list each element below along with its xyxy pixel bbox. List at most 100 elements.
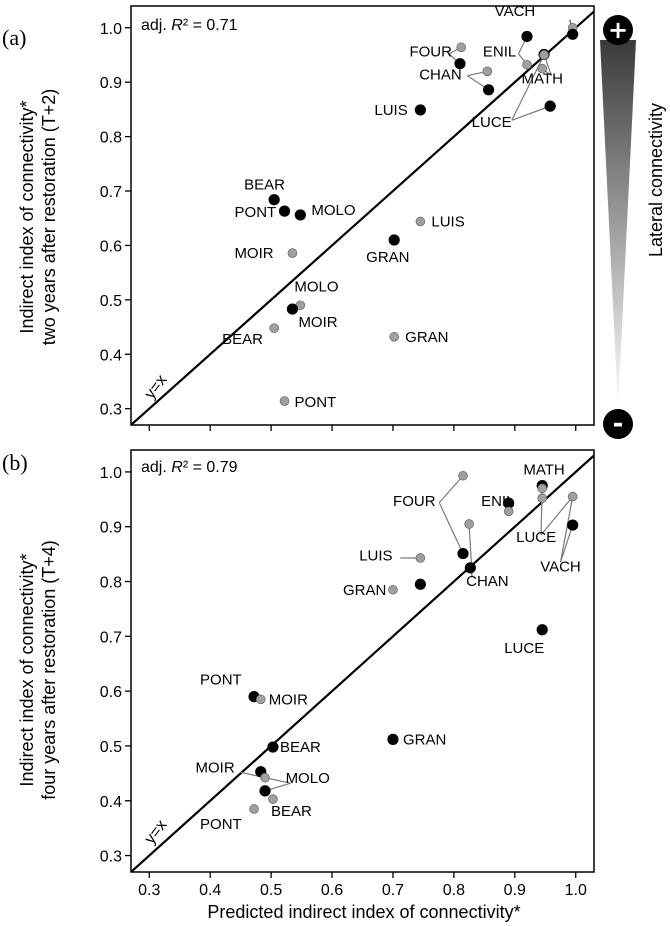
- y-tick-label-a: 0.7: [100, 184, 122, 201]
- point-label-a: BEAR: [222, 331, 263, 348]
- y-tick-label-a: 0.9: [100, 75, 122, 92]
- point-label-b: PONT: [200, 816, 242, 833]
- group-label-b: LUIS: [359, 548, 392, 565]
- y-tick-label-a: 0.6: [100, 238, 122, 255]
- x-tick-label-b: 0.6: [321, 882, 343, 899]
- identity-line-label-b: y=x: [142, 817, 171, 847]
- point-label-b: BEAR: [271, 803, 312, 820]
- data-point-b: [567, 519, 579, 531]
- point-label-a: MOLO: [294, 278, 338, 295]
- point-label-a: MOIR: [298, 314, 337, 331]
- plot-frame-b: [130, 449, 595, 873]
- data-point-a: [539, 50, 549, 60]
- group-label-b: FOUR: [393, 493, 436, 510]
- data-point-a: [268, 194, 280, 206]
- data-point-b: [464, 519, 474, 529]
- data-point-b: [537, 483, 548, 494]
- r2-value-b: ² = 0.79: [183, 459, 238, 476]
- minus-badge-icon: [603, 409, 633, 439]
- point-label-b: MOIR: [269, 691, 308, 708]
- group-label-b: VACH: [540, 559, 581, 576]
- panel-b: (b) Indirect index of connectivity* four…: [2, 449, 595, 899]
- point-label-b: PONT: [200, 672, 242, 689]
- data-point-b: [567, 491, 578, 502]
- point-label-a: PONT: [235, 204, 277, 221]
- r2-symbol-b: R: [171, 459, 183, 476]
- data-point-b: [537, 493, 548, 504]
- point-label-b: GRAN: [343, 582, 386, 599]
- data-point-a: [567, 28, 579, 40]
- group-label-a: FOUR: [409, 44, 452, 61]
- data-point-a: [544, 100, 556, 112]
- identity-line-label-a: y=x: [142, 372, 171, 402]
- data-point-b: [259, 785, 271, 797]
- point-label-a: GRAN: [405, 329, 448, 346]
- data-point-a: [415, 216, 426, 227]
- point-label-a: VACH: [495, 3, 536, 20]
- y-tick-label-b: 0.8: [100, 575, 122, 592]
- panel-a: (a) Indirect index of connectivity* two …: [2, 3, 595, 431]
- y-axis-title-a-line2: two years after restoration (T+2): [39, 89, 59, 346]
- x-tick-label-b: 0.8: [443, 882, 465, 899]
- data-point-a: [454, 58, 466, 70]
- leader-line-b: [559, 524, 574, 563]
- point-label-a: MOLO: [311, 202, 355, 219]
- data-point-a: [279, 396, 290, 406]
- y-tick-label-a: 0.3: [100, 402, 122, 419]
- y-tick-label-a: 0.8: [100, 130, 122, 147]
- x-tick-label-b: 1.0: [565, 882, 587, 899]
- data-point-b: [457, 547, 469, 560]
- y-axis-title-b-line2: four years after restoration (T+4): [39, 540, 59, 800]
- data-point-b: [267, 741, 279, 753]
- y-tick-label-b: 0.4: [100, 794, 122, 811]
- data-point-b: [503, 506, 514, 517]
- x-tick-label-b: 0.5: [260, 882, 282, 899]
- group-label-b: CHAN: [466, 573, 509, 590]
- minus-symbol: -: [613, 409, 624, 439]
- leader-line-b: [438, 502, 464, 554]
- y-tick-label-b: 0.9: [100, 520, 122, 537]
- data-point-a: [388, 234, 400, 246]
- point-label-a: PONT: [295, 394, 337, 411]
- y-tick-label-a: 1.0: [100, 21, 122, 38]
- lateral-gradient-wedge: [600, 40, 636, 408]
- data-point-a: [286, 303, 299, 315]
- lateral-connectivity-scale: + - Lateral connectivity: [600, 15, 666, 439]
- leader-line-a: [511, 105, 551, 121]
- point-label-a: GRAN: [366, 249, 409, 266]
- data-point-a: [269, 323, 279, 333]
- y-axis-title-b-line1: Indirect index of connectivity*: [17, 553, 37, 786]
- plus-badge-icon: [603, 15, 633, 45]
- data-point-a: [537, 63, 548, 74]
- y-tick-label-b: 0.7: [100, 629, 122, 646]
- data-point-b: [414, 578, 426, 590]
- plus-symbol: +: [608, 16, 628, 44]
- y-tick-label-a: 0.4: [100, 347, 122, 364]
- data-point-b: [415, 553, 426, 563]
- identity-line-b: [131, 454, 594, 872]
- group-label-b: LUCE: [516, 529, 556, 546]
- y-tick-label-b: 0.5: [100, 739, 122, 756]
- r2-value-a: ² = 0.71: [183, 17, 238, 34]
- point-label-b: BEAR: [280, 739, 321, 756]
- x-tick-label-b: 0.3: [138, 882, 160, 899]
- data-point-a: [482, 66, 493, 77]
- x-tick-label-b: 0.9: [504, 882, 526, 899]
- panel-label-a: (a): [2, 25, 26, 50]
- data-point-a: [414, 104, 426, 116]
- data-point-b: [255, 694, 266, 705]
- group-label-a: LUCE: [472, 114, 512, 131]
- data-point-a: [389, 332, 399, 342]
- data-point-a: [294, 209, 306, 221]
- r2-annotation-b: adj. R² = 0.79: [141, 459, 238, 476]
- group-label-a: MATH: [522, 70, 563, 87]
- shared-x-axis-title: Predicted indirect index of connectivity…: [207, 902, 520, 922]
- data-point-a: [278, 205, 291, 217]
- point-label-a: MOIR: [234, 245, 273, 262]
- data-point-a: [483, 84, 495, 96]
- point-label-b: GRAN: [403, 731, 446, 748]
- group-label-b: MOIR: [195, 759, 234, 776]
- data-point-a: [287, 248, 298, 258]
- leader-line-b: [559, 496, 574, 563]
- group-label-b: ENIL: [481, 493, 514, 510]
